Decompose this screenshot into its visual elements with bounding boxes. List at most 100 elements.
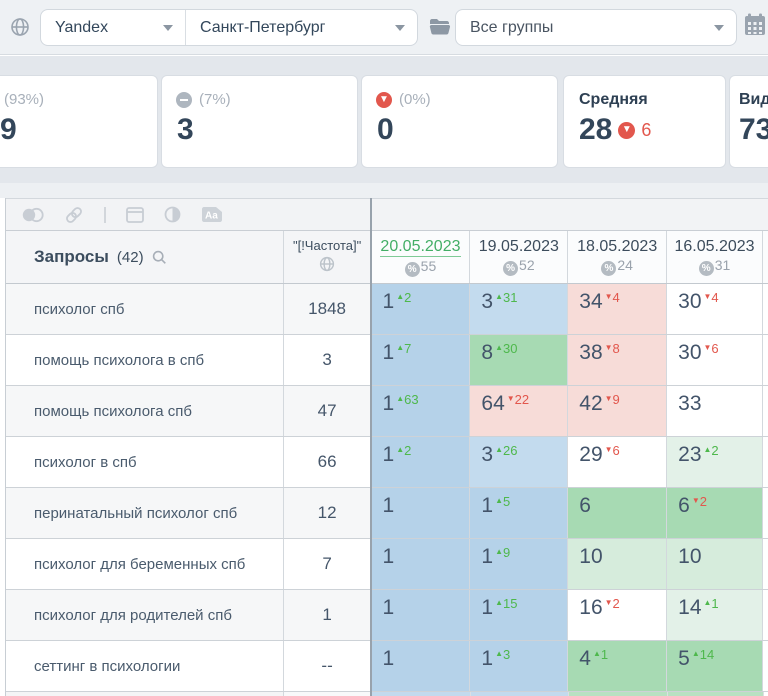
position-cell: 23 ▲ 2 — [667, 437, 764, 487]
date-label: 16.05.2023 — [674, 238, 755, 255]
position-cell: 5 ▲ 14 — [667, 641, 764, 691]
table-row[interactable]: помощь психолога в спб 3 1 ▲ 7 8 ▲ 30 38… — [6, 335, 768, 386]
search-engine-select[interactable]: Yandex — [41, 10, 186, 45]
delta-value: 9 — [612, 392, 620, 407]
table-row[interactable]: психолог для родителей спб 1 1 1 ▲ 15 16… — [6, 590, 768, 641]
position-value: 23 — [678, 443, 702, 466]
position-delta: ▼ 2 — [605, 597, 620, 610]
delta-value: 2 — [404, 290, 412, 305]
queries-header-label: Запросы — [34, 247, 109, 266]
folder-icon[interactable] — [429, 18, 451, 41]
summary-card-visibility[interactable]: Вид 73 — [729, 75, 768, 168]
date-header-cell[interactable]: 18.05.2023 % 24 — [568, 231, 668, 283]
top-percent: (93%) — [4, 91, 45, 108]
summary-card-average[interactable]: Средняя 28 ▼ 6 — [563, 75, 726, 168]
delta-value: 2 — [404, 443, 412, 458]
frequency-cell: 1848 — [283, 284, 372, 334]
table-row[interactable]: помощь психолога спб 47 1 ▲ 63 64 ▼ 22 4… — [6, 386, 768, 437]
position-delta: ▼ 6 — [704, 342, 719, 355]
link-icon[interactable] — [64, 206, 84, 224]
groups-select[interactable]: Все группы — [455, 9, 737, 46]
chevron-down-icon — [714, 24, 724, 31]
position-delta: ▲ 1 — [704, 597, 719, 610]
delta-value: 9 — [503, 545, 511, 560]
position-value: 34 — [579, 290, 603, 313]
position-cell: 33 — [667, 386, 764, 436]
query-cell[interactable]: помощь психолога спб — [6, 386, 284, 436]
delta-value: 5 — [503, 494, 511, 509]
table-row[interactable]: перинатальный психолог спб 12 1 1 ▲ 5 6 … — [6, 488, 768, 539]
visibility-value: 73 — [739, 113, 768, 146]
minus-circle-icon — [176, 91, 192, 108]
query-text: психолог для родителей спб — [34, 606, 232, 624]
position-delta: ▼ 22 — [507, 393, 529, 406]
average-value: 28 — [579, 113, 613, 146]
query-cell[interactable]: перинатальный психолог спб — [6, 488, 284, 538]
date-header-cell[interactable]: 20.05.2023 % 55 — [371, 231, 471, 283]
position-cell: 1 — [371, 539, 471, 589]
summary-card-top[interactable]: (93%) 9 — [0, 75, 158, 168]
region-select[interactable]: Санкт-Петербург — [186, 10, 417, 45]
circles-overlap-icon[interactable] — [22, 207, 44, 223]
percent-icon: % — [503, 261, 519, 276]
delta-arrow-icon: ▲ — [691, 649, 700, 658]
percent-icon: % — [698, 261, 714, 276]
calendar-icon[interactable] — [744, 13, 766, 42]
query-cell[interactable]: психолог в спб — [6, 437, 284, 487]
row-sliver — [763, 386, 768, 436]
summary-card-down[interactable]: ▼ (0%) 0 — [361, 75, 558, 168]
position-delta: ▲ 15 — [495, 597, 517, 610]
table-row[interactable]: психолог спб 1848 1 ▲ 2 3 ▲ 31 34 ▼ 4 30… — [6, 284, 768, 335]
delta-arrow-icon: ▼ — [604, 343, 613, 352]
window-icon[interactable] — [126, 206, 144, 223]
search-icon[interactable] — [152, 250, 167, 265]
delta-arrow-icon: ▼ — [703, 343, 712, 352]
query-cell[interactable]: помощь психолога в спб — [6, 335, 284, 385]
row-sliver — [763, 539, 768, 589]
frequency-cell: 7 — [284, 539, 372, 589]
position-value: 1 — [382, 494, 395, 517]
position-value: 1 — [382, 596, 395, 619]
text-case-icon[interactable]: Aa — [201, 206, 223, 223]
query-cell[interactable]: сеттинг в психологии — [6, 641, 284, 691]
position-value: 1 — [382, 392, 395, 415]
table-row[interactable]: психолог для беременных спб 7 1 1 ▲ 9 10… — [6, 539, 768, 590]
query-cell[interactable]: психолог спб — [6, 284, 284, 334]
position-cell: 1 ▲ 3 — [470, 641, 569, 691]
table-row[interactable]: психолог в спб 66 1 ▲ 2 3 ▲ 26 29 ▼ 6 23… — [6, 437, 768, 488]
summary-card-stable[interactable]: (7%) 3 — [161, 75, 358, 168]
delta-value: 6 — [612, 443, 620, 458]
partial-row-cell — [372, 692, 471, 696]
position-delta: ▼ 6 — [605, 444, 620, 457]
position-cell: 3 ▲ 26 — [470, 437, 569, 487]
table-toolbar: Aa — [6, 198, 768, 231]
query-text: помощь психолога спб — [34, 402, 192, 420]
position-value: 3 — [481, 290, 494, 313]
position-value: 10 — [579, 545, 603, 568]
date-header-cell[interactable]: 16.05.2023 % 31 — [667, 231, 763, 283]
row-sliver — [763, 284, 768, 334]
query-cell[interactable]: психолог для родителей спб — [6, 590, 284, 640]
position-cell: 64 ▼ 22 — [470, 386, 569, 436]
query-text: помощь психолога в спб — [34, 351, 205, 369]
globe-icon — [319, 256, 335, 272]
position-value: 1 — [382, 290, 395, 313]
search-engine-globe-icon — [10, 17, 30, 42]
frequency-cell: 1 — [283, 590, 372, 640]
position-cell: 1 ▲ 7 — [371, 335, 471, 385]
position-delta: ▼ 9 — [605, 393, 620, 406]
frequency-cell: 3 — [284, 335, 372, 385]
query-cell[interactable]: психолог для беременных спб — [6, 539, 284, 589]
position-value: 1 — [382, 341, 395, 364]
date-label: 20.05.2023 — [380, 238, 461, 257]
date-header-cell[interactable]: 19.05.2023 % 52 — [470, 231, 569, 283]
frequency-header-cell[interactable]: "[!Частота]" — [283, 231, 372, 283]
contrast-icon[interactable] — [164, 206, 181, 223]
delta-value: 4 — [612, 290, 620, 305]
delta-arrow-icon: ▲ — [396, 292, 405, 301]
delta-arrow-icon: ▼ — [604, 292, 613, 301]
table-row[interactable]: сеттинг в психологии -- 1 1 ▲ 3 4 ▲ 1 5 … — [6, 641, 768, 692]
position-value: 8 — [481, 341, 494, 364]
delta-value: 63 — [404, 392, 419, 407]
partial-row-cell — [668, 692, 764, 696]
